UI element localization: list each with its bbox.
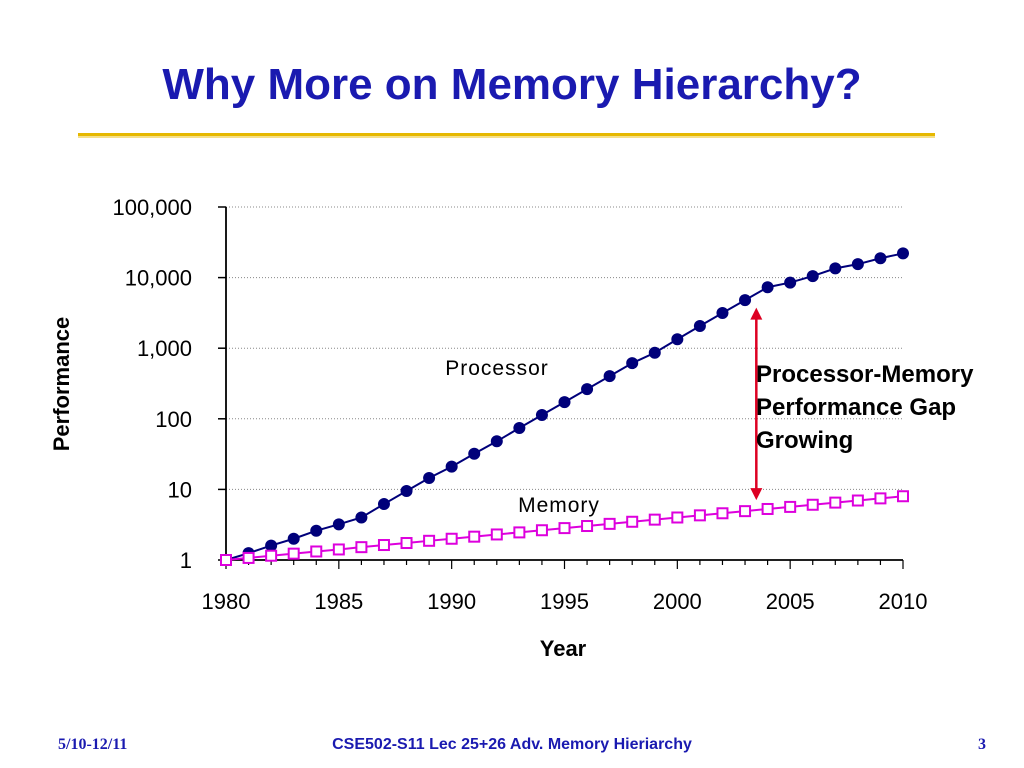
- processor-point: [287, 532, 300, 545]
- gap-arrow-head-up: [750, 307, 763, 320]
- processor-point: [829, 262, 842, 275]
- memory-point: [581, 520, 594, 533]
- x-axis-title: Year: [540, 636, 587, 661]
- y-tick-label: 1: [180, 548, 192, 573]
- footer-course-title: CSE502-S11 Lec 25+26 Adv. Memory Hieriar…: [332, 736, 692, 753]
- processor-point: [377, 498, 390, 511]
- x-tick-label: 1995: [540, 589, 589, 614]
- processor-point: [851, 258, 864, 271]
- footer-date: 5/10-12/11: [58, 736, 128, 753]
- memory-point: [377, 539, 390, 552]
- memory-point: [242, 551, 255, 564]
- y-tick-label: 100,000: [112, 195, 192, 220]
- memory-point: [739, 505, 752, 518]
- processor-point: [423, 472, 436, 485]
- processor-point: [671, 333, 684, 346]
- page-number: 3: [978, 736, 986, 753]
- gap-arrow-head-down: [750, 488, 763, 501]
- processor-point: [310, 524, 323, 537]
- memory-point: [806, 498, 819, 511]
- y-tick-label: 10,000: [125, 266, 192, 291]
- title-underline: [78, 133, 935, 138]
- processor-point: [603, 370, 616, 383]
- gap-annotation-line-3: Growing: [756, 427, 854, 454]
- memory-point: [490, 528, 503, 541]
- gap-annotation: Processor-Memory Performance Gap Growing: [756, 358, 1024, 457]
- memory-point: [603, 517, 616, 530]
- memory-point: [535, 524, 548, 537]
- memory-point: [851, 494, 864, 507]
- processor-point: [648, 346, 661, 359]
- y-tick-label: 100: [155, 407, 192, 432]
- processor-point: [355, 511, 368, 524]
- processor-point: [581, 383, 594, 396]
- memory-point: [784, 500, 797, 513]
- memory-point: [310, 545, 323, 558]
- memory-point: [671, 511, 684, 524]
- processor-series-label: Processor: [445, 357, 549, 380]
- memory-point: [897, 490, 909, 503]
- processor-point: [626, 357, 639, 370]
- memory-point: [468, 530, 481, 543]
- memory-point: [558, 522, 571, 535]
- y-tick-label: 1,000: [137, 336, 192, 361]
- memory-point: [332, 543, 345, 556]
- x-tick-label: 1985: [314, 589, 363, 614]
- processor-point: [400, 484, 413, 497]
- processor-point: [806, 270, 819, 283]
- memory-point: [445, 532, 458, 545]
- memory-point: [761, 502, 774, 515]
- x-tick-label: 2000: [653, 589, 702, 614]
- processor-point: [332, 518, 345, 531]
- memory-series-label: Memory: [518, 494, 600, 517]
- processor-point: [445, 460, 458, 473]
- memory-point: [648, 513, 661, 526]
- memory-point: [423, 534, 436, 547]
- memory-point: [287, 547, 300, 560]
- memory-point: [626, 515, 639, 528]
- memory-point: [220, 554, 232, 566]
- processor-point: [716, 307, 729, 320]
- processor-point: [490, 435, 503, 448]
- processor-point: [535, 409, 548, 422]
- processor-point: [693, 319, 706, 332]
- performance-chart: 1 10 100 1,000 10,000 100,000 1980 1985 1990 1995…: [49, 195, 928, 661]
- processor-point: [558, 396, 571, 409]
- memory-point: [355, 541, 368, 554]
- memory-point: [716, 507, 729, 520]
- gap-annotation-line-1: Processor-Memory: [756, 361, 974, 388]
- memory-point: [265, 549, 278, 562]
- x-tick-label: 1980: [202, 589, 251, 614]
- x-tick-label: 2010: [879, 589, 928, 614]
- processor-point: [761, 281, 774, 294]
- processor-point: [265, 539, 278, 552]
- memory-point: [693, 509, 706, 522]
- memory-point: [829, 496, 842, 509]
- processor-point: [513, 422, 526, 435]
- processor-point: [897, 247, 909, 260]
- processor-point: [468, 447, 481, 460]
- memory-point: [513, 526, 526, 539]
- memory-point: [874, 492, 887, 505]
- x-tick-label: 2005: [766, 589, 815, 614]
- y-tick-label: 10: [168, 477, 192, 502]
- gap-annotation-line-2: Performance Gap: [756, 394, 957, 421]
- memory-point: [400, 537, 413, 550]
- processor-point: [874, 252, 887, 265]
- processor-point: [739, 294, 752, 307]
- slide-title: Why More on Memory Hierarchy?: [162, 60, 862, 109]
- x-tick-label: 1990: [427, 589, 476, 614]
- y-axis-title: Performance: [49, 317, 74, 452]
- processor-point: [784, 276, 797, 289]
